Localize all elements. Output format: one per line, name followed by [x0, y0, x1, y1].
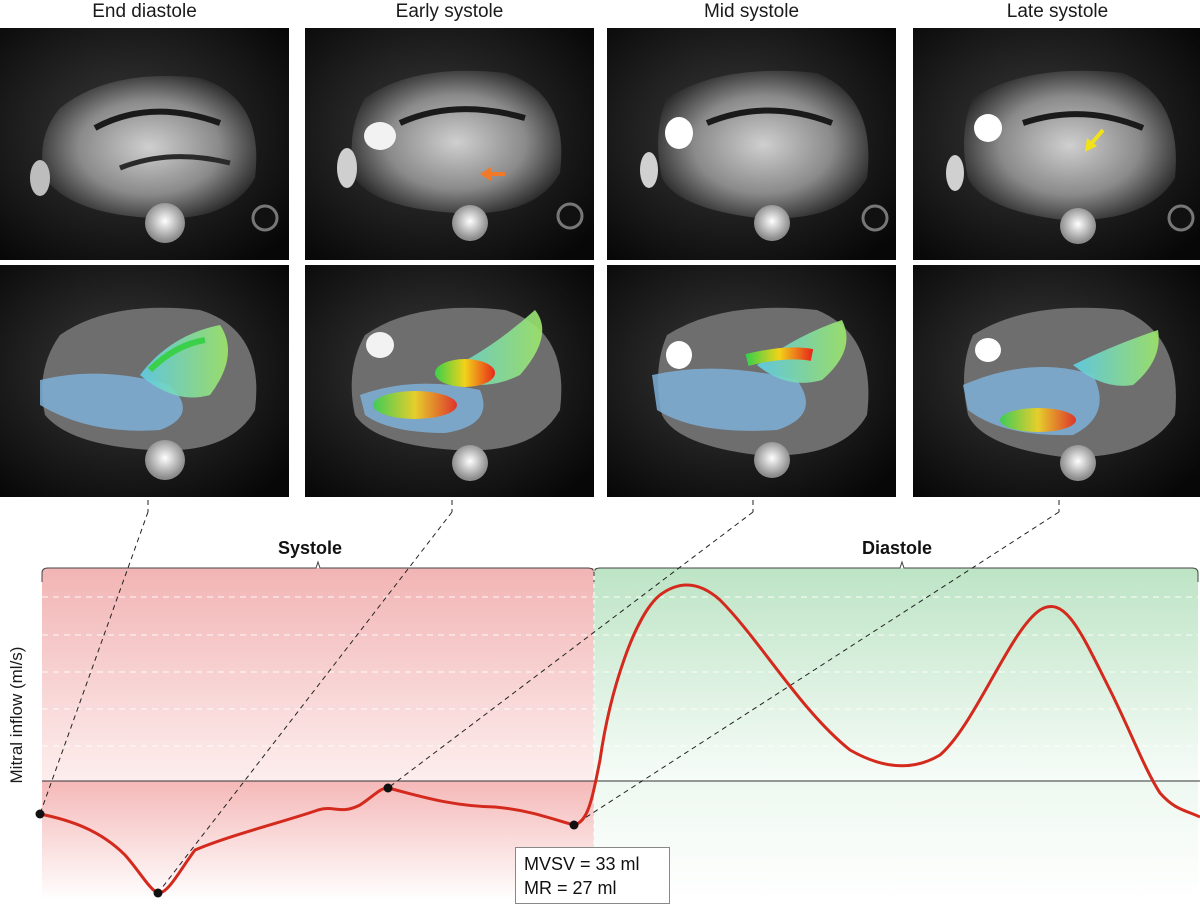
systole-region: [42, 568, 594, 781]
mvsv-value: MVSV = 33 ml: [524, 854, 640, 874]
column-title-mid-systole: Mid systole: [703, 1, 800, 22]
mri-panel-late-systole: [913, 28, 1200, 260]
connector-lines: [39, 500, 1060, 894]
mr-value: MR = 27 ml: [524, 878, 617, 898]
diastole-region-below: [594, 781, 1198, 901]
diastole-region: [594, 568, 1198, 781]
diastole-bracket: [593, 560, 1199, 582]
flow-panel-end-diastole: [0, 265, 289, 497]
column-title-early-systole: Early systole: [395, 1, 504, 22]
orange-arrow-icon: [480, 167, 505, 181]
marker-mid-systole: [383, 783, 393, 793]
column-title-end-diastole: End diastole: [92, 1, 197, 22]
flow-panel-late-systole: [913, 265, 1200, 497]
systole-region-below: [42, 781, 594, 901]
marker-late-systole: [569, 820, 579, 830]
yellow-arrow-icon: [1085, 128, 1105, 152]
flow-panel-early-systole: [305, 265, 594, 497]
mri-panel-end-diastole: [0, 28, 289, 260]
curve-markers: [35, 783, 579, 898]
stats-box: MVSV = 33 ml MR = 27 ml: [515, 847, 670, 904]
phase-label-diastole: Diastole: [862, 538, 933, 558]
mitral-inflow-chart: [35, 500, 1200, 907]
systole-bracket: [41, 560, 595, 582]
mri-panel-early-systole: [305, 28, 594, 260]
flow-panel-mid-systole: [607, 265, 896, 497]
column-title-late-systole: Late systole: [1006, 1, 1109, 22]
mitral-inflow-curve: [39, 583, 1200, 895]
mri-panel-mid-systole: [607, 28, 896, 260]
phase-label-systole: Systole: [278, 538, 343, 558]
marker-end-diastole: [35, 809, 45, 819]
marker-early-systole: [153, 888, 163, 898]
y-axis-label: Mitral inflow (ml/s): [7, 646, 26, 784]
